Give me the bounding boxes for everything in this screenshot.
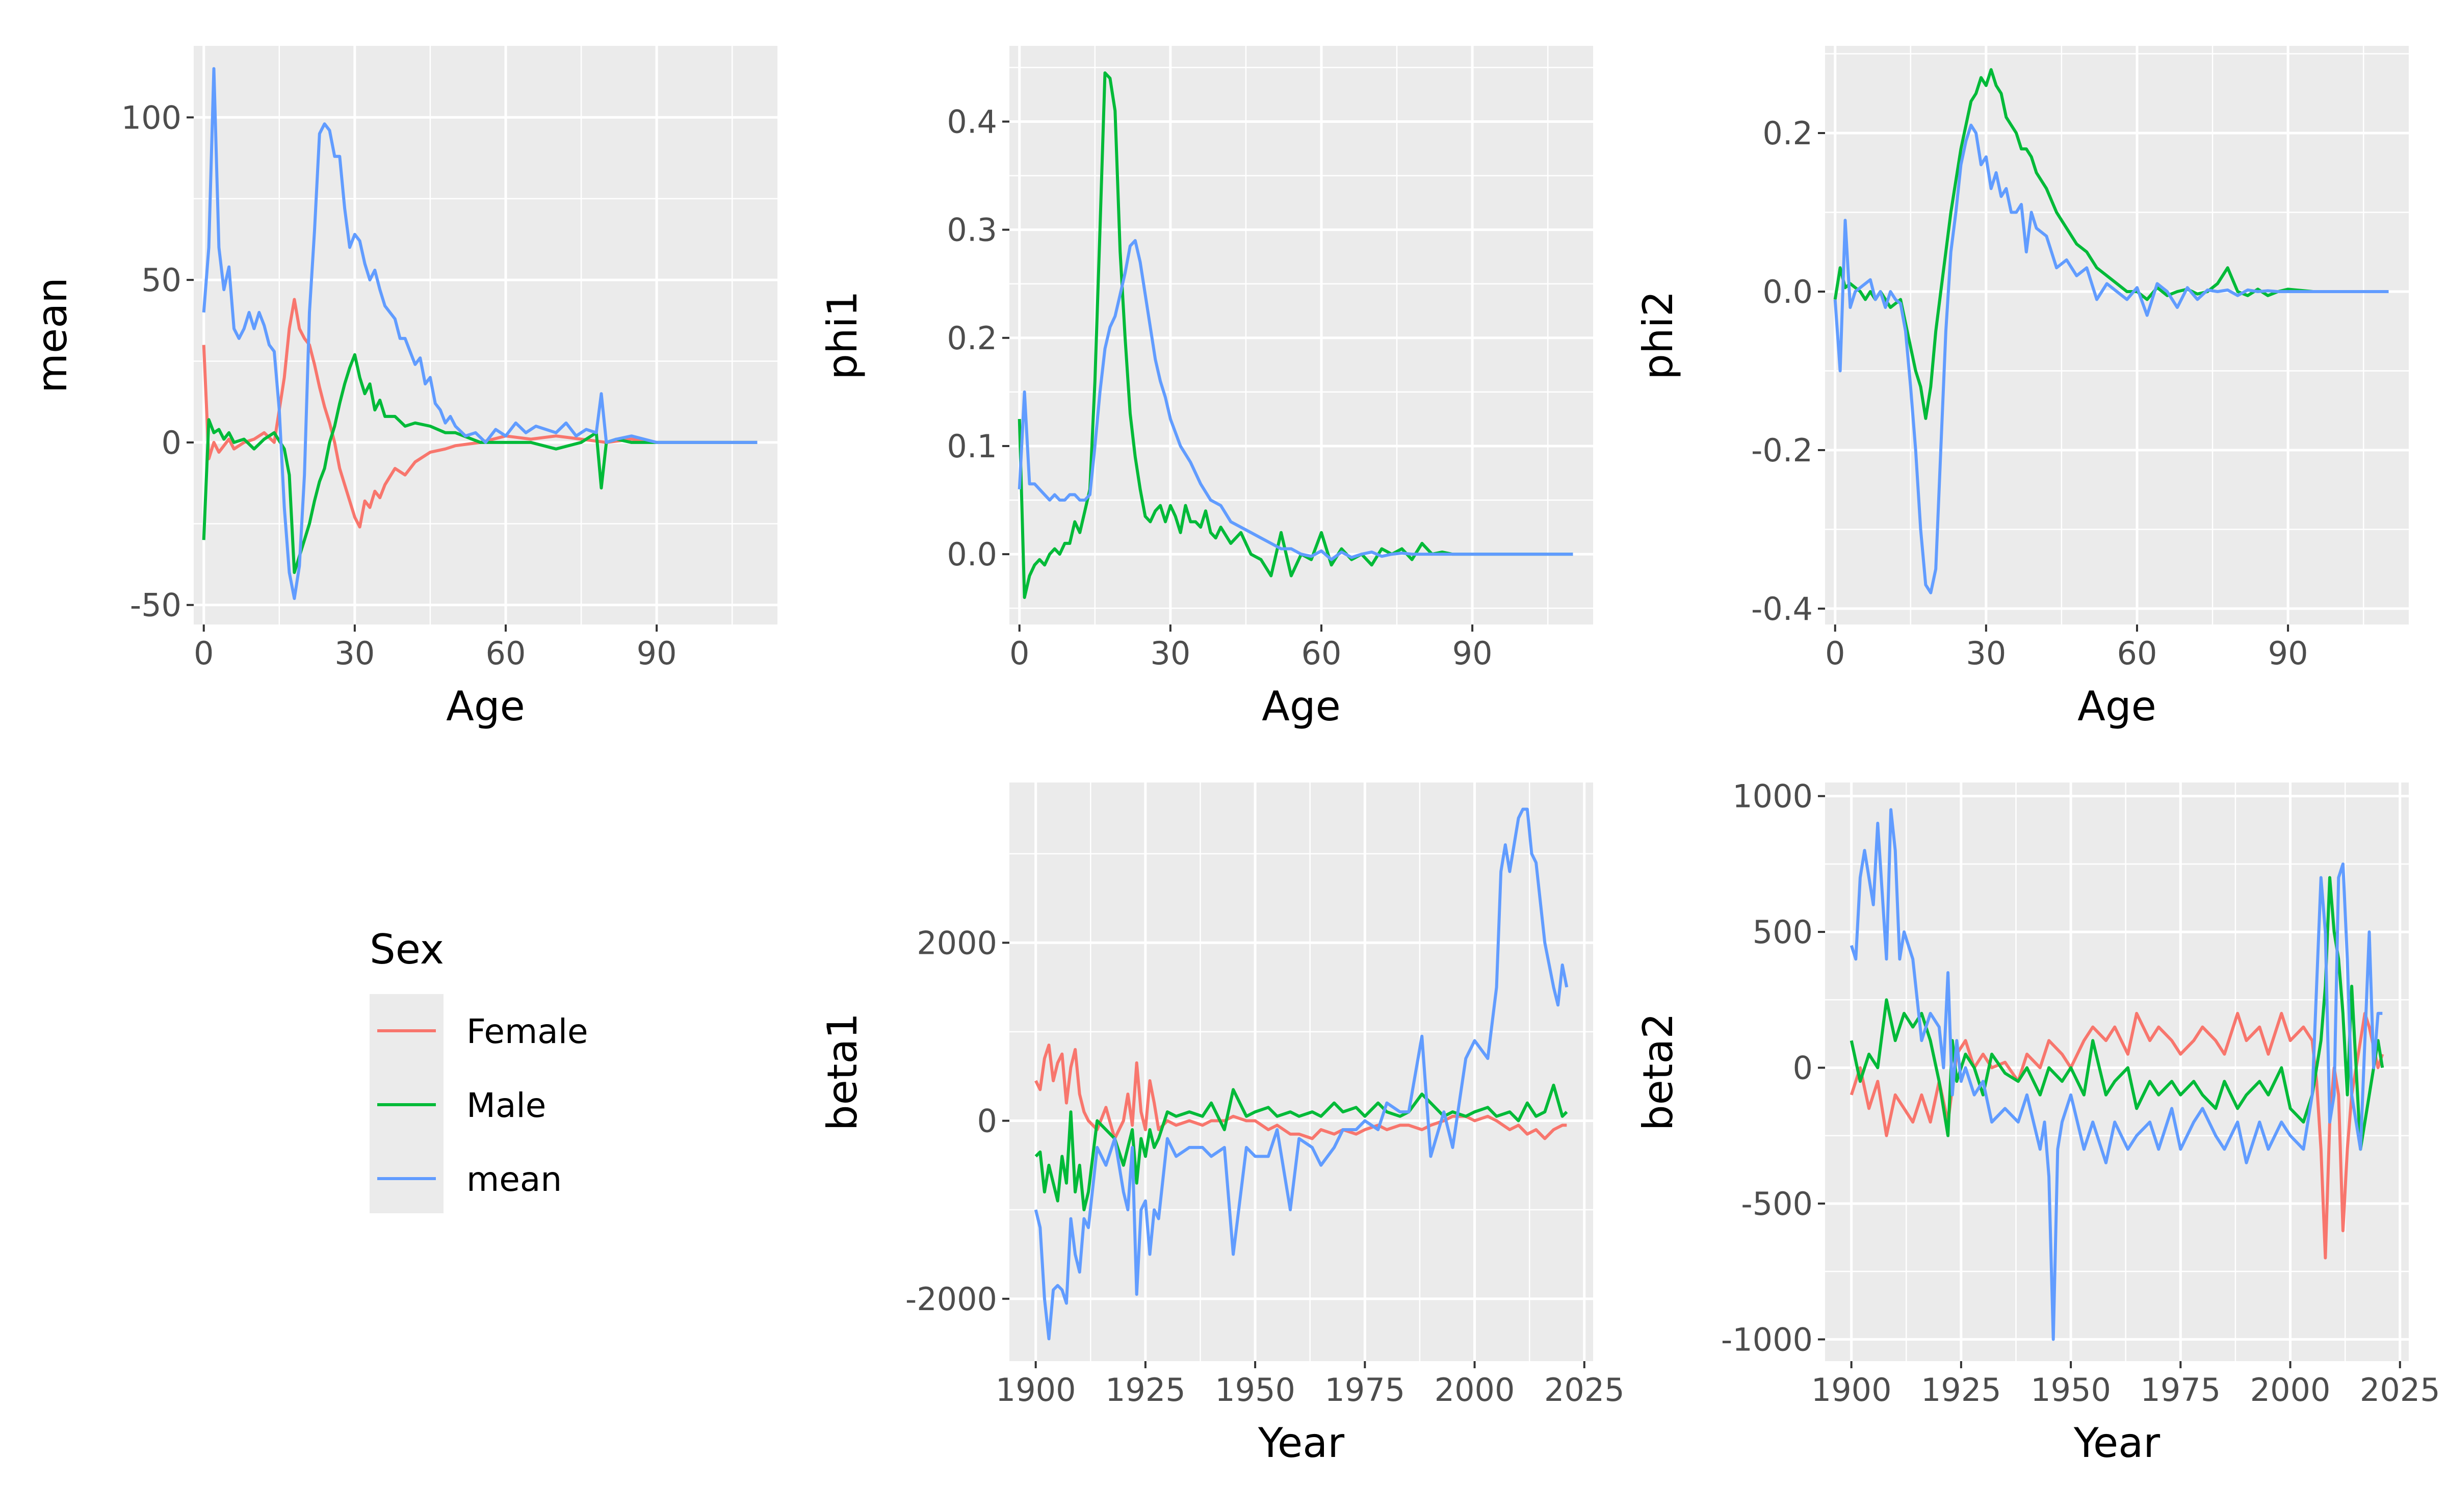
y-tick-label: 0 — [162, 424, 181, 461]
y-tick-label: 0.2 — [1762, 115, 1813, 152]
x-tick-label: 1975 — [1324, 1371, 1405, 1409]
x-tick-label: 0 — [194, 635, 214, 672]
series-line-mean — [1018, 239, 1573, 561]
gridlines — [1009, 46, 1593, 624]
x-tick-label: 90 — [2268, 635, 2308, 672]
x-axis-title: Age — [1262, 683, 1341, 730]
panel-phi1: 0 30 60 90 0.0 0.1 0.2 0.3 0.4 Age phi1 — [819, 46, 1593, 730]
legend-label-male: Male — [466, 1086, 546, 1125]
series-line-female — [202, 298, 758, 529]
x-axis-title: Age — [2077, 683, 2156, 730]
gridlines — [1009, 783, 1593, 1361]
series-line-male — [1833, 68, 2389, 420]
x-tick-label: 30 — [1966, 635, 2006, 672]
y-tick-label: 0.4 — [947, 103, 997, 141]
y-tick-label: 0.3 — [947, 212, 997, 249]
series-line-mean — [202, 67, 758, 600]
series-lines — [1850, 808, 2384, 1341]
y-tick-label: -500 — [1741, 1185, 1813, 1222]
y-tick-label: -0.2 — [1751, 432, 1813, 469]
x-tick-label: 60 — [2117, 635, 2157, 672]
y-tick-label: 2000 — [917, 924, 997, 961]
y-tick-label: 0.0 — [1762, 273, 1813, 310]
series-lines — [1018, 71, 1573, 599]
series-lines — [1833, 68, 2389, 594]
axes: 0 30 60 90 0.0 0.1 0.2 0.3 0.4 — [947, 103, 1492, 672]
legend-label-mean: mean — [466, 1160, 562, 1199]
x-axis-title: Year — [1258, 1419, 1344, 1467]
panel-background — [1825, 46, 2409, 624]
axes: 0 30 60 90 -0.4 -0.2 0.0 0.2 — [1751, 115, 2308, 672]
axes: 1900 1925 1950 1975 2000 2025 -2000 0 2000 — [905, 924, 1625, 1409]
series-line-mean — [1034, 807, 1569, 1341]
y-tick-label: 0.0 — [947, 536, 997, 573]
x-axis-title: Age — [446, 683, 525, 730]
panel-beta2: 1900 1925 1950 1975 2000 2025 -1000 -500 0 500 100… — [1634, 778, 2440, 1467]
x-tick-label: 90 — [1452, 635, 1493, 672]
series-line-male — [202, 353, 758, 574]
y-axis-title: phi1 — [819, 291, 866, 380]
x-tick-label: 2025 — [2360, 1371, 2440, 1409]
panel-background — [1825, 783, 2409, 1361]
y-tick-label: 0 — [1793, 1050, 1813, 1087]
x-tick-label: 90 — [637, 635, 677, 672]
x-tick-label: 1900 — [996, 1371, 1076, 1409]
series-line-mean — [1833, 123, 2389, 594]
series-line-female — [1034, 1044, 1567, 1140]
axes: 0 30 60 90 -50 0 50 100 — [121, 99, 677, 672]
x-tick-label: 1975 — [2140, 1371, 2221, 1409]
series-lines — [202, 67, 758, 600]
x-tick-label: 30 — [1150, 635, 1190, 672]
series-line-male — [1034, 1083, 1568, 1212]
x-tick-label: 2025 — [1544, 1371, 1625, 1409]
panel-beta1: 1900 1925 1950 1975 2000 2025 -2000 0 2000 Year be… — [819, 783, 1625, 1467]
x-tick-label: 60 — [486, 635, 526, 672]
panel-background — [194, 46, 777, 624]
x-axis-title: Year — [2073, 1419, 2160, 1467]
panel-mean: 0 30 60 90 -50 0 50 100 Age mean — [29, 46, 777, 730]
y-axis-title: beta2 — [1634, 1013, 1682, 1131]
gridlines — [1825, 46, 2409, 624]
panel-phi2: 0 30 60 90 -0.4 -0.2 0.0 0.2 Age phi2 — [1634, 46, 2409, 730]
y-axis-title: phi2 — [1634, 291, 1682, 380]
x-tick-label: 1950 — [2031, 1371, 2111, 1409]
axes: 1900 1925 1950 1975 2000 2025 -1000 -500 0 500 100… — [1721, 778, 2440, 1409]
x-tick-label: 1925 — [1105, 1371, 1186, 1409]
series-lines — [1034, 807, 1569, 1341]
x-tick-label: 2000 — [1435, 1371, 1515, 1409]
series-line-male — [1018, 71, 1573, 599]
y-tick-label: 1000 — [1732, 778, 1813, 815]
y-axis-title: mean — [29, 277, 76, 393]
y-tick-label: 0.2 — [947, 320, 997, 357]
x-tick-label: 30 — [334, 635, 375, 672]
y-tick-label: 500 — [1753, 914, 1813, 951]
legend: Sex Female Male mean — [370, 926, 588, 1213]
legend-label-female: Female — [466, 1012, 588, 1051]
panel-background — [1009, 783, 1593, 1361]
y-tick-label: 100 — [121, 99, 181, 136]
gridlines — [1825, 783, 2409, 1361]
x-tick-label: 1950 — [1215, 1371, 1295, 1409]
y-tick-label: 0.1 — [947, 428, 997, 465]
legend-title: Sex — [370, 926, 444, 973]
series-line-mean — [1850, 808, 2383, 1341]
x-tick-label: 0 — [1009, 635, 1029, 672]
y-tick-label: -50 — [130, 587, 181, 624]
y-tick-label: -1000 — [1721, 1321, 1813, 1358]
y-tick-label: 50 — [141, 262, 181, 299]
y-tick-label: -0.4 — [1751, 590, 1813, 628]
x-tick-label: 1900 — [1811, 1371, 1892, 1409]
x-tick-label: 2000 — [2250, 1371, 2331, 1409]
y-tick-label: -2000 — [905, 1281, 997, 1318]
y-tick-label: 0 — [977, 1103, 997, 1140]
x-tick-label: 60 — [1301, 635, 1342, 672]
y-axis-title: beta1 — [819, 1013, 866, 1131]
x-tick-label: 0 — [1825, 635, 1845, 672]
x-tick-label: 1925 — [1921, 1371, 2001, 1409]
